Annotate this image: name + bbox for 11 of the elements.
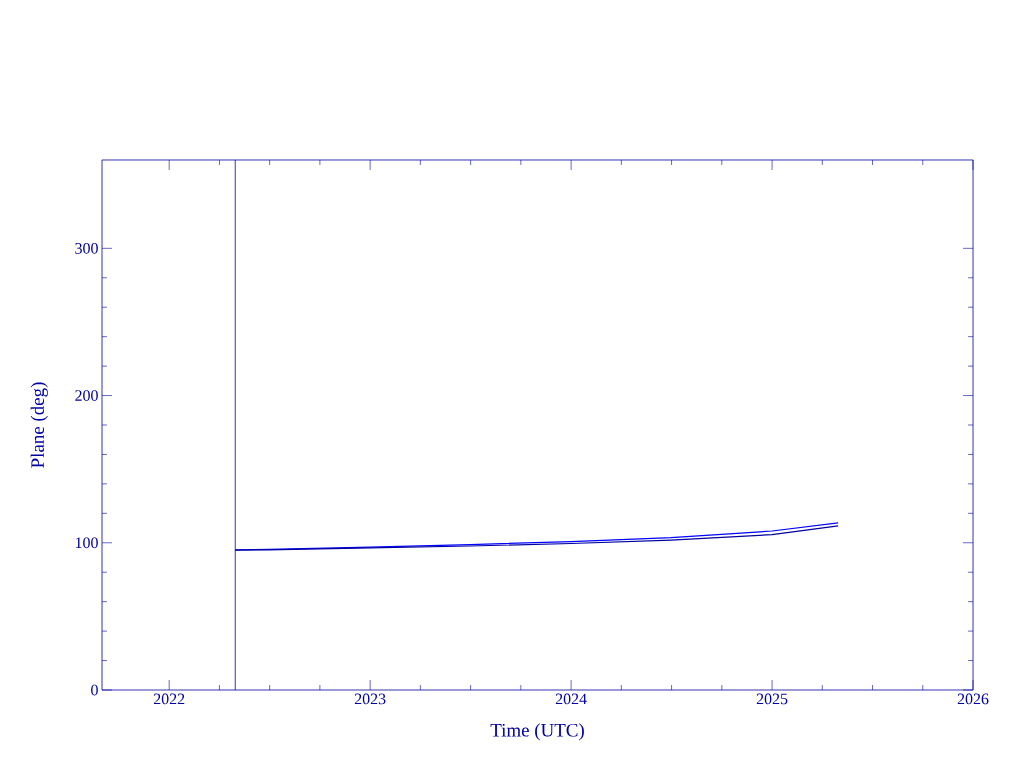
x-tick-label: 2025 (756, 693, 788, 705)
x-tick-label: 2024 (555, 693, 587, 705)
y-axis-title: Plane (deg) (30, 382, 48, 468)
y-tick-label: 0 (91, 684, 98, 696)
x-axis-title: Time (UTC) (490, 723, 584, 741)
y-tick-label: 300 (75, 242, 98, 254)
x-tick-label: 2023 (354, 693, 386, 705)
y-tick-label: 100 (75, 537, 98, 549)
x-tick-label: 2026 (957, 693, 989, 705)
y-tick-label: 200 (75, 390, 98, 401)
x-tick-label: 2022 (153, 693, 185, 705)
